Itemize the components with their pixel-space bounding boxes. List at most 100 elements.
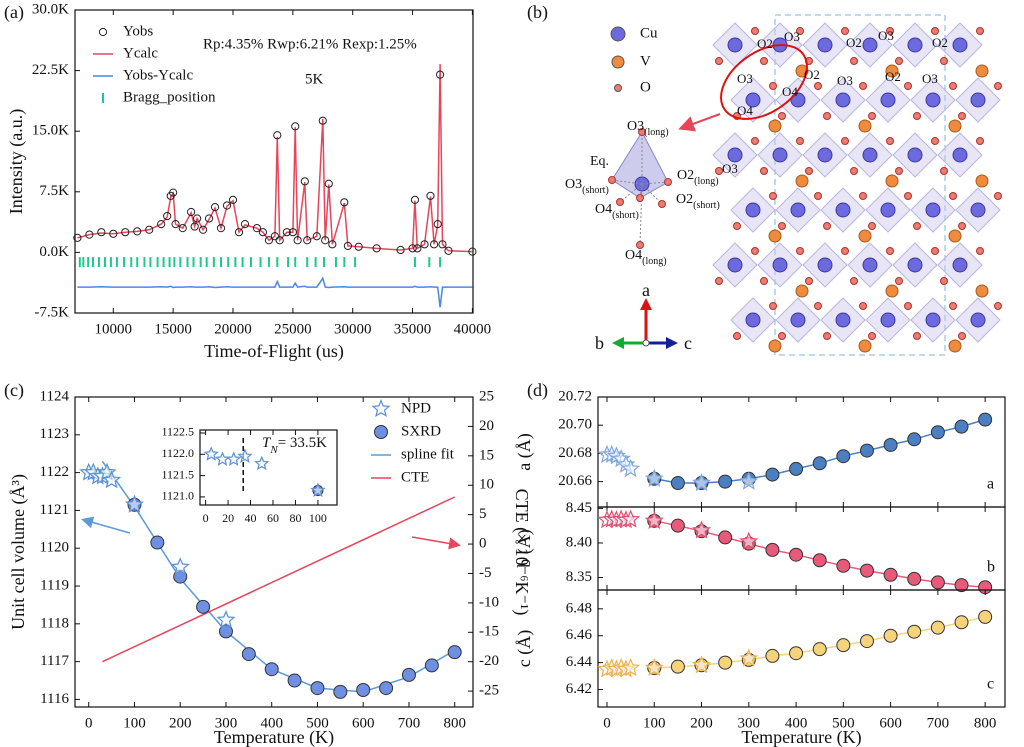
atom-name: O2 <box>676 192 693 207</box>
point <box>429 240 439 249</box>
x-tick-label: 15000 <box>154 321 192 337</box>
o-atom <box>751 137 759 145</box>
o-atom <box>958 112 966 120</box>
axis-title: CTE (× 10⁻⁶K⁻¹) <box>511 489 532 616</box>
o-atom <box>976 247 984 255</box>
x-tick-label: 60 <box>267 511 279 525</box>
o-atom <box>841 137 849 145</box>
o-atom <box>886 137 894 145</box>
y-tick-label: 0.0K <box>39 244 69 260</box>
axis-title: Unit cell volume (Å³) <box>8 474 29 630</box>
o-atom <box>778 222 786 230</box>
o-atom <box>841 27 849 35</box>
atom-subscript: (long) <box>694 176 718 187</box>
point <box>765 542 780 557</box>
o-atom <box>638 128 646 136</box>
atom-name: O4 <box>625 248 642 263</box>
x-tick-label: 80 <box>289 511 301 525</box>
y-tick-label: 1123 <box>40 426 69 442</box>
y-tick-label: 1117 <box>40 653 69 669</box>
atom-subscript: (short) <box>612 210 639 221</box>
site-label: O3 <box>922 71 938 86</box>
star-point <box>371 399 391 418</box>
cu-atom <box>970 92 986 108</box>
atom-subscript: (long) <box>642 256 666 267</box>
star-point <box>621 458 641 478</box>
site-label: O3 <box>837 73 853 88</box>
point <box>379 681 394 696</box>
cu-atom <box>907 37 923 53</box>
x-tick-label: 40 <box>245 511 257 525</box>
legend-label: Ycalc <box>123 45 158 61</box>
x-tick-label: 20 <box>222 511 234 525</box>
atom-name: O4 <box>595 202 612 217</box>
star-point <box>102 470 122 489</box>
o-atom <box>664 178 672 186</box>
legend-label: Yobs <box>123 23 153 39</box>
o-atom <box>850 167 858 175</box>
point <box>859 443 874 458</box>
point <box>670 659 685 674</box>
y-tick-label: 6.44 <box>566 654 593 670</box>
cu-atom <box>970 202 986 218</box>
y-tick-label: 8.35 <box>566 569 592 585</box>
v-atom <box>768 339 782 353</box>
axis-letter: a <box>642 280 650 300</box>
star-point <box>692 520 712 539</box>
point <box>157 220 166 229</box>
cu-atom <box>745 202 761 218</box>
plot-frame <box>597 589 1006 708</box>
point <box>98 27 108 37</box>
o-atom <box>868 332 876 340</box>
axis-b-head <box>612 337 624 349</box>
v-atom <box>975 284 989 298</box>
o-atom <box>760 277 768 285</box>
x-tick-label: 100 <box>643 715 666 731</box>
x-tick-label: 100 <box>123 715 146 731</box>
x-tick-label: 300 <box>738 715 761 731</box>
axis-letter: b <box>595 333 604 353</box>
cu-atom <box>880 202 896 218</box>
star-point <box>621 657 641 677</box>
x-tick-label: 400 <box>785 715 808 731</box>
o-atom <box>958 222 966 230</box>
axis-title: Temperature (K) <box>741 727 861 747</box>
cu-atom <box>862 147 878 163</box>
star-point <box>170 557 190 576</box>
point <box>718 655 733 670</box>
x-tick-label: 100 <box>309 511 327 525</box>
o-atom <box>859 192 867 200</box>
plot-frame <box>74 9 474 314</box>
y-tick-label: -20 <box>479 653 499 669</box>
point <box>121 228 130 237</box>
pointer <box>678 113 721 132</box>
point <box>275 236 284 245</box>
unit-cell <box>774 14 946 356</box>
site-label: O3 <box>878 28 894 43</box>
y-tick-label: 5 <box>479 506 487 522</box>
site-label: O2 <box>932 35 948 50</box>
o-atom <box>823 112 831 120</box>
cu-atom <box>790 92 806 108</box>
point <box>273 131 282 140</box>
o-atom <box>949 82 957 90</box>
cluster-label: O2(short) <box>676 192 720 211</box>
o-atom <box>733 332 741 340</box>
point <box>907 432 922 447</box>
point <box>954 615 969 630</box>
point <box>333 684 348 699</box>
v-atom <box>885 284 899 298</box>
o-atom <box>769 302 777 310</box>
o-atom <box>778 112 786 120</box>
point <box>883 437 898 452</box>
legend-label: CTE <box>401 469 429 485</box>
y-tick-label: 20.66 <box>558 473 592 489</box>
legend-label: SXRD <box>401 423 441 439</box>
point <box>328 240 337 249</box>
panel-label: (c) <box>4 380 24 401</box>
o-atom <box>805 167 813 175</box>
bond <box>611 179 643 185</box>
cu-atom <box>925 312 941 328</box>
